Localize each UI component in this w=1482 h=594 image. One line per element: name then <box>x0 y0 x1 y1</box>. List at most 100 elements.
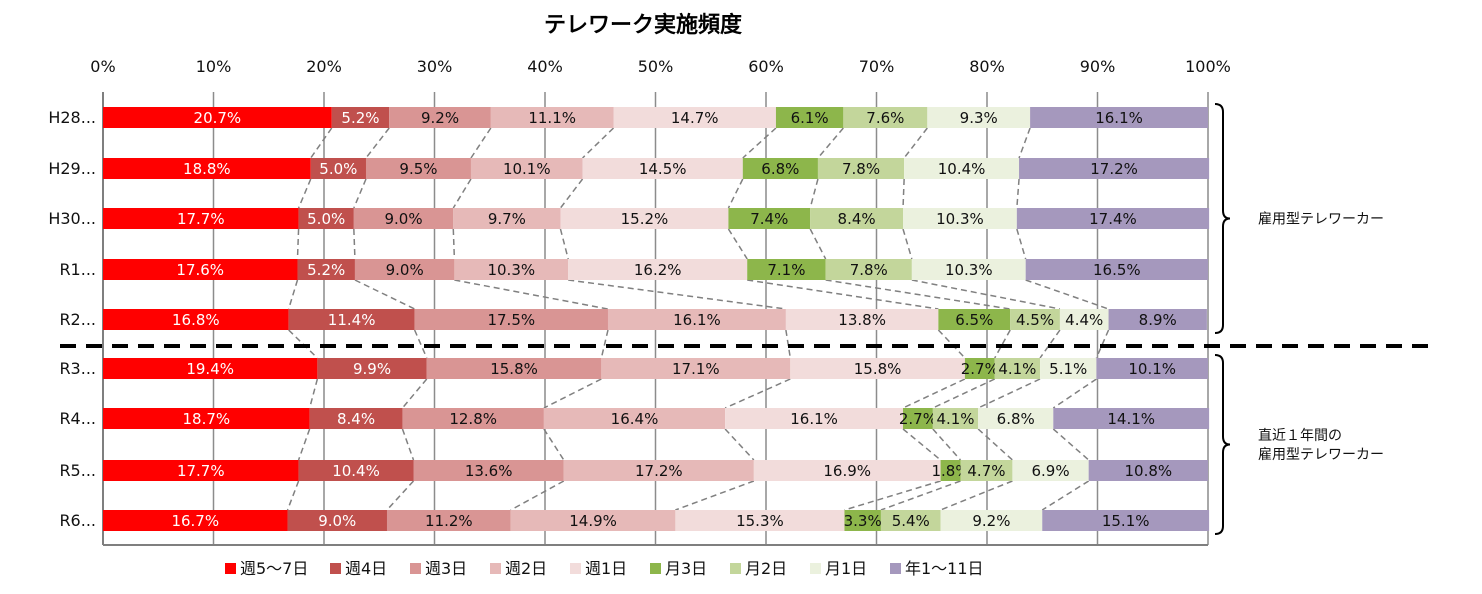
category-label: R1... <box>59 260 96 279</box>
group-bracket <box>1214 103 1231 334</box>
connector-line <box>297 428 311 461</box>
connector-line <box>1016 178 1020 209</box>
legend-label: 月3日 <box>665 559 707 578</box>
connector-line <box>932 378 996 409</box>
data-label: 14.9% <box>569 512 617 530</box>
data-label: 15.3% <box>736 512 784 530</box>
bar-segment <box>103 309 289 330</box>
bar-segment <box>978 408 1054 429</box>
bar-segment <box>453 208 561 229</box>
connector-line <box>454 279 609 310</box>
connector-line <box>747 279 939 310</box>
data-label: 12.8% <box>449 410 497 428</box>
x-tick-label: 10% <box>196 57 232 76</box>
data-label: 15.8% <box>490 360 538 378</box>
data-label: 9.7% <box>488 210 526 228</box>
bar-segment <box>903 208 1017 229</box>
x-tick-label: 90% <box>1080 57 1116 76</box>
connector-line <box>286 480 300 511</box>
x-tick-label: 0% <box>90 57 115 76</box>
data-label: 11.4% <box>328 311 376 329</box>
data-label: 14.1% <box>1107 410 1155 428</box>
bar-segment <box>287 510 387 531</box>
connector-line <box>1016 228 1027 260</box>
data-label: 15.2% <box>621 210 669 228</box>
bar-segment <box>298 208 354 229</box>
connector-line <box>413 329 428 359</box>
connector-line <box>1041 480 1090 511</box>
bar-segment <box>402 408 544 429</box>
category-label: R6... <box>59 511 96 530</box>
bar-segment <box>1019 158 1210 179</box>
bar-segment <box>1096 358 1208 379</box>
bar-segment <box>103 107 332 128</box>
data-label: 9.0% <box>386 261 424 279</box>
data-label: 8.4% <box>838 210 876 228</box>
connector-lines <box>286 127 1110 511</box>
x-tick-label: 20% <box>306 57 342 76</box>
bar-segment <box>389 107 491 128</box>
legend-swatch <box>490 563 501 574</box>
category-label: H28... <box>48 108 96 127</box>
data-label: 10.3% <box>487 261 535 279</box>
bar-segment <box>103 158 311 179</box>
bar-segment <box>960 460 1013 481</box>
bar-segment <box>613 107 776 128</box>
category-labels: H28... H29... H30... R1... R2... R3... R4... R5… <box>48 108 96 530</box>
legend-label: 月1日 <box>825 559 867 578</box>
data-label: 17.7% <box>177 210 225 228</box>
connector-line <box>727 228 748 260</box>
bar-segment <box>103 259 298 280</box>
data-label: 14.5% <box>639 160 687 178</box>
bar-segment <box>742 158 818 179</box>
data-label: 10.1% <box>1128 360 1176 378</box>
data-label: 6.9% <box>1031 462 1069 480</box>
connector-line <box>354 279 415 310</box>
bar-segment <box>454 259 569 280</box>
legend-label: 週3日 <box>425 559 467 578</box>
bar-segment <box>103 460 299 481</box>
category-label: R4... <box>59 409 96 428</box>
bar-segment <box>810 208 904 229</box>
bar-segment <box>1042 510 1210 531</box>
bar-segment <box>103 208 299 229</box>
data-label: 20.7% <box>194 109 242 127</box>
connector-line <box>1052 378 1097 409</box>
bar-segment <box>317 358 427 379</box>
data-label: 9.2% <box>421 109 459 127</box>
category-label: H29... <box>48 159 96 178</box>
group-label: 雇用型テレワーカー <box>1258 446 1384 463</box>
data-label: 11.2% <box>425 512 473 530</box>
bar-segment <box>510 510 676 531</box>
bar-segment <box>1059 309 1109 330</box>
data-label: 17.6% <box>176 261 224 279</box>
data-label: 5.2% <box>341 109 379 127</box>
bar-segment <box>675 510 845 531</box>
bar-segment <box>790 358 965 379</box>
bar-segment <box>607 309 786 330</box>
bar-segment <box>1030 107 1208 128</box>
bar-segment <box>1016 208 1210 229</box>
bar-segment <box>310 158 366 179</box>
legend-swatch <box>890 563 901 574</box>
bar-segment <box>331 107 390 128</box>
bar-segment <box>560 208 729 229</box>
data-label: 16.5% <box>1093 261 1141 279</box>
legend-label: 週1日 <box>585 559 627 578</box>
legend-label: 月2日 <box>745 559 787 578</box>
connector-line <box>977 428 1013 461</box>
bar-segment <box>103 358 318 379</box>
connector-line <box>386 480 415 511</box>
legend-label: 年1〜11日 <box>905 559 984 578</box>
data-label: 5.2% <box>307 261 345 279</box>
data-label: 15.8% <box>854 360 902 378</box>
legend-label: 週2日 <box>505 559 547 578</box>
connector-line <box>809 228 827 260</box>
data-label: 16.1% <box>1095 109 1143 127</box>
bar-segment <box>414 309 608 330</box>
connector-line <box>452 178 472 209</box>
data-label: 4.1% <box>998 360 1036 378</box>
connector-line <box>559 178 584 209</box>
data-label: 9.0% <box>318 512 356 530</box>
